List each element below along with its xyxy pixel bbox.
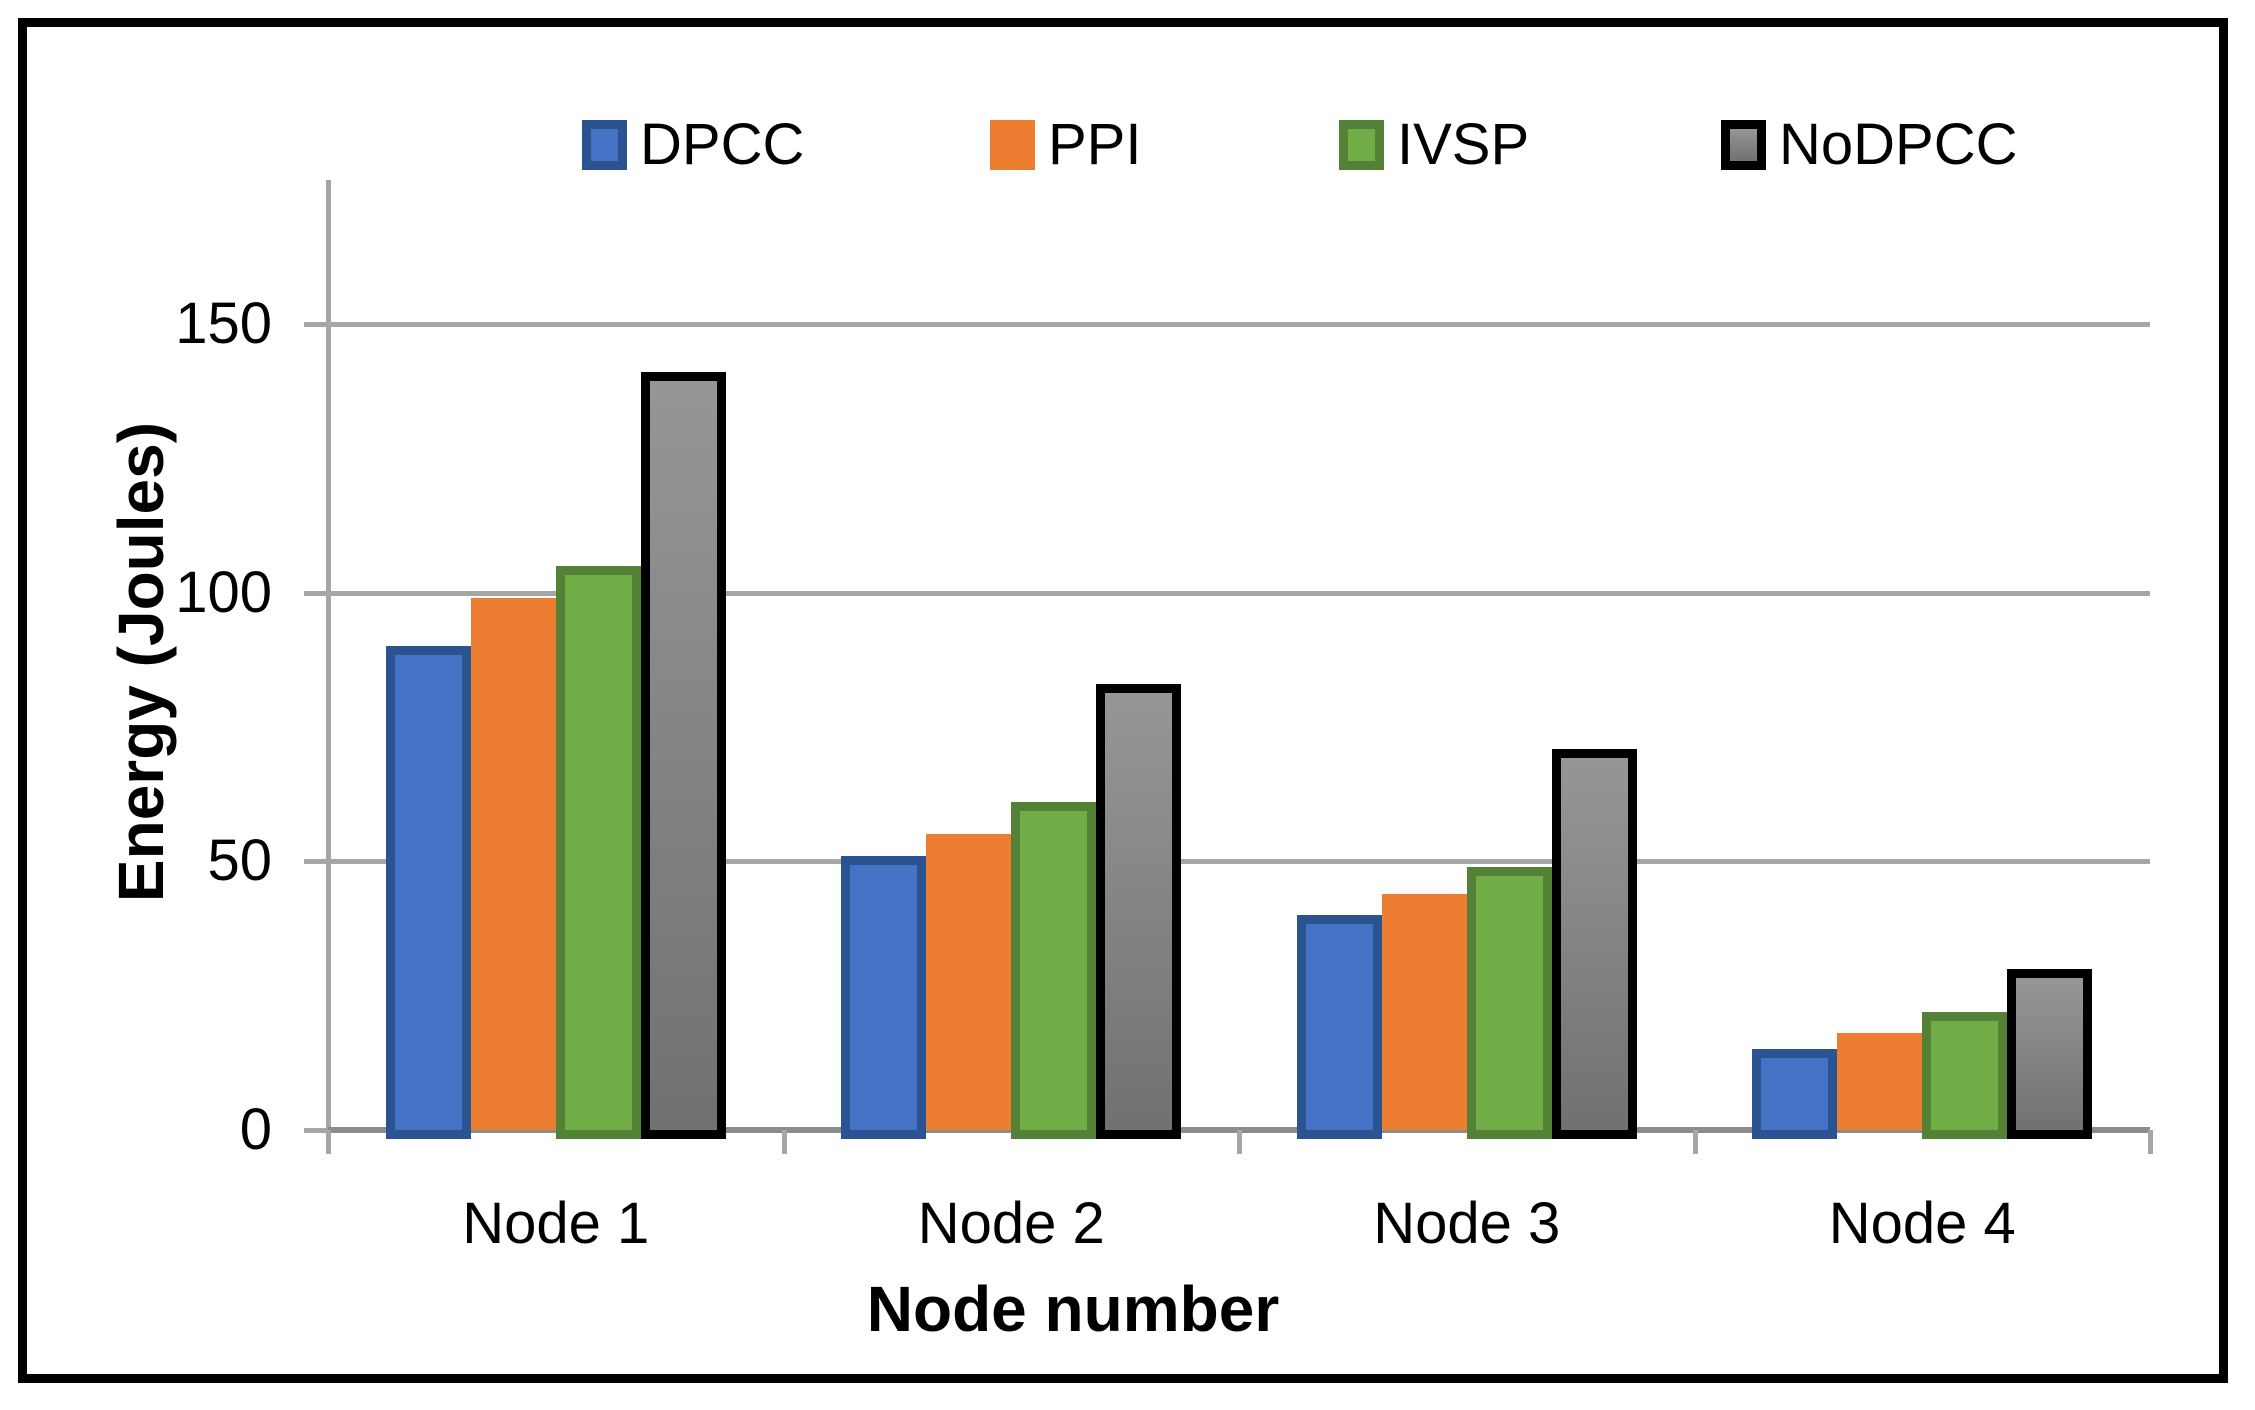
x-category-label-3: Node 3 [1373,1191,1561,1256]
legend-swatch-dpcc [582,120,627,170]
bar-ivsp-node-4 [1922,1012,2008,1139]
x-axis-tick-0 [326,1130,331,1154]
bar-dpcc-node-3 [1296,915,1382,1139]
gridline-50 [328,859,2150,865]
x-category-label-2: Node 2 [917,1191,1105,1256]
x-axis-title: Node number [866,1273,1280,1345]
gridline-150 [328,322,2150,328]
legend-item-ppi: PPI [990,116,1142,174]
y-tick-label-0: 0 [239,1097,272,1162]
x-category-label-1: Node 1 [462,1191,650,1256]
y-axis-tick-0 [304,1128,328,1133]
gridline-100 [328,590,2150,596]
bar-dpcc-node-2 [841,856,927,1139]
x-axis-tick-3 [1692,1130,1698,1154]
legend-item-dpcc: DPCC [582,116,804,174]
x-axis-tick-4 [2148,1130,2153,1154]
y-axis-tick-100 [304,590,328,596]
legend-label-nodpcc: NoDPCC [1779,112,2018,177]
y-tick-label-150: 150 [175,291,272,357]
y-axis-tick-150 [304,322,328,328]
bar-ivsp-node-3 [1466,867,1552,1139]
legend-item-ivsp: IVSP [1339,116,1529,174]
legend-label-dpcc: DPCC [640,112,805,177]
legend-swatch-nodpcc [1721,120,1766,170]
bar-nodpcc-node-3 [1551,749,1637,1139]
y-tick-label-50: 50 [207,828,272,894]
bar-ppi-node-4 [1837,1033,1923,1130]
bar-nodpcc-node-1 [640,372,726,1139]
legend-label-ppi: PPI [1048,112,1142,177]
legend-item-nodpcc: NoDPCC [1721,116,2018,174]
bar-ppi-node-3 [1381,894,1467,1130]
bar-ppi-node-2 [926,834,1012,1130]
x-axis-tick-1 [781,1130,787,1154]
y-axis-tick-50 [304,859,328,865]
legend-swatch-ivsp [1339,120,1384,170]
bar-ppi-node-1 [470,598,556,1130]
bar-dpcc-node-1 [385,646,471,1139]
bar-nodpcc-node-2 [1096,684,1182,1139]
bar-ivsp-node-1 [555,566,641,1139]
bar-ivsp-node-2 [1011,802,1097,1139]
bar-nodpcc-node-4 [2007,969,2093,1139]
y-axis-line [326,180,331,1152]
legend-label-ivsp: IVSP [1397,112,1530,177]
x-category-label-4: Node 4 [1828,1191,2016,1256]
bar-dpcc-node-4 [1752,1049,1838,1139]
x-axis-tick-2 [1237,1130,1242,1154]
y-tick-label-100: 100 [175,559,272,625]
legend-swatch-ppi [990,120,1035,170]
y-axis-title: Energy (Joules) [105,421,177,903]
